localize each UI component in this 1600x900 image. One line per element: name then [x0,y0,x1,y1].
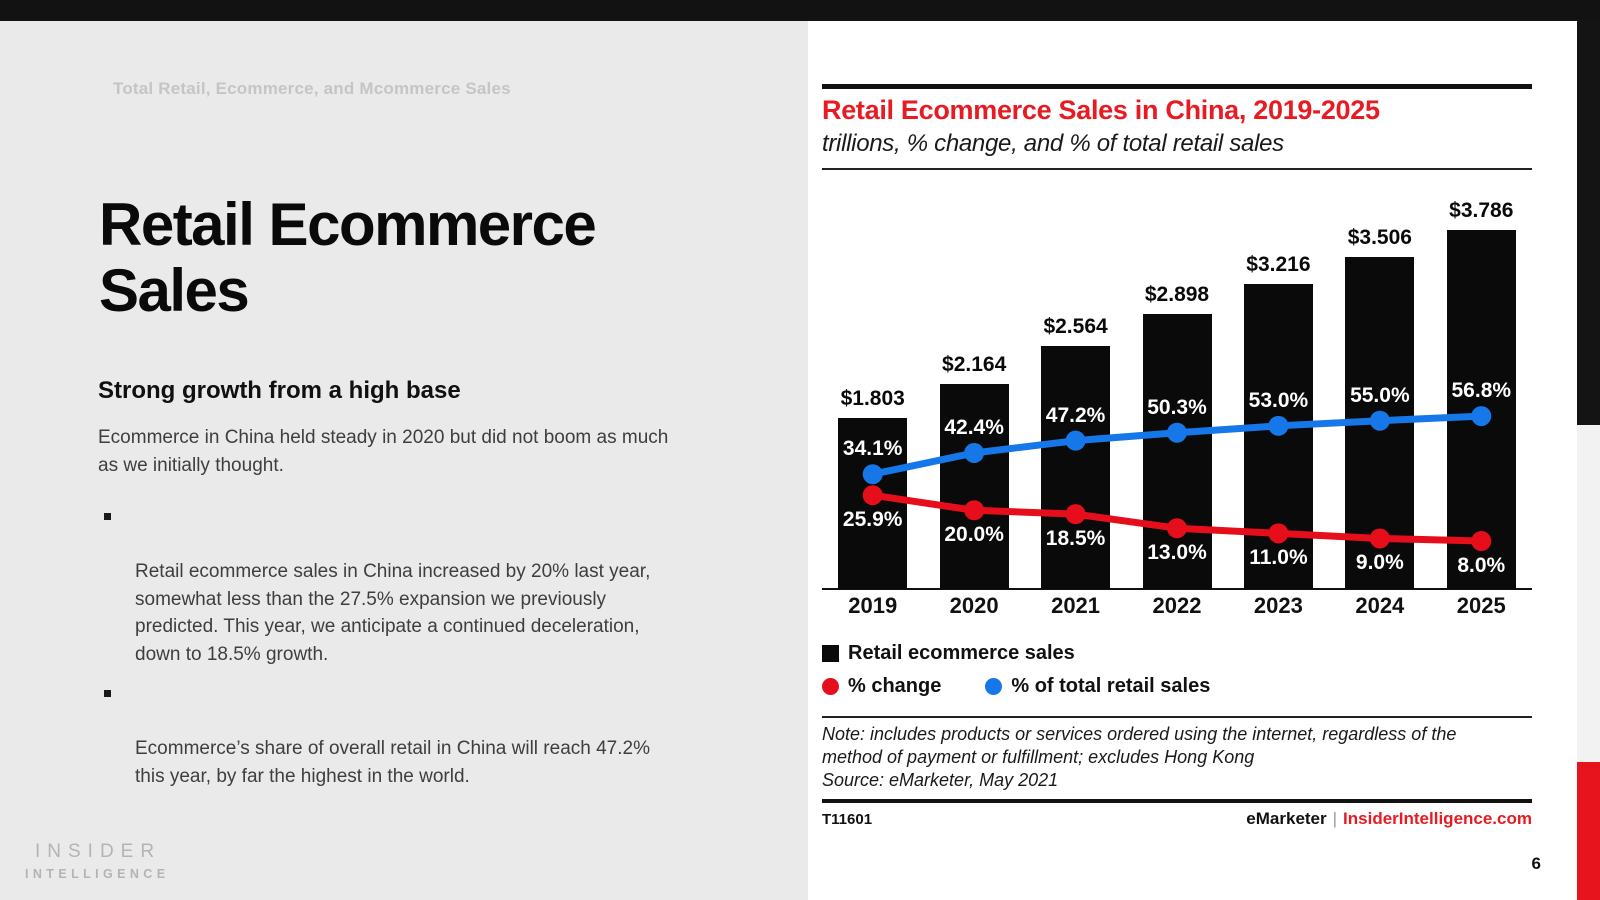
data-point [1065,504,1086,525]
bar-2020 [939,383,1009,589]
data-point [1167,422,1187,443]
blue-dot-icon [985,677,1003,695]
legend-label: % of total retail sales [1011,674,1211,697]
data-point [1065,430,1086,451]
bullet-text: Ecommerce’s share of overall retail in C… [135,738,650,787]
legend-item-pct-change: % change [822,675,941,698]
data-point [964,500,985,521]
bar-value-2020: $2.164 [942,352,1007,376]
pct-label-2022: 50.3% [1147,395,1207,419]
legend-item-bar: Retail ecommerce sales [822,642,1075,665]
chart-source: Source: eMarketer, May 2021 [822,770,1059,790]
bullet-square-icon [104,513,111,520]
pct-label-2019: 25.9% [842,508,903,532]
chart-id: T11601 [822,811,873,828]
bar-2022 [1142,314,1212,589]
pct-label-2020: 42.4% [944,415,1004,439]
legend-row: % change % of total retail sales [822,674,1532,698]
data-point [862,464,883,485]
chart-panel: Retail Ecommerce Sales in China, 2019-20… [808,21,1577,900]
bullet-list: Retail ecommerce sales in China increase… [98,503,718,790]
list-item: Ecommerce’s share of overall retail in C… [98,680,718,790]
pct-label-2025: 56.8% [1451,379,1512,403]
pct-label-2022: 13.0% [1147,541,1207,565]
chart-title: Retail Ecommerce Sales in China, 2019-20… [822,95,1380,125]
footer-brands: eMarketer | InsiderIntelligence.com [1246,809,1532,829]
data-point [1268,523,1289,544]
right-strip-black [1577,0,1600,425]
bar-value-2025: $3.786 [1449,199,1514,222]
x-axis-label-2024: 2024 [1355,593,1405,618]
pct-label-2023: 11.0% [1249,546,1308,570]
logo-intelligence: INTELLIGENCE [25,867,170,881]
emarketer-wordmark: eMarketer [1246,809,1327,828]
data-point [1369,528,1390,549]
x-axis-label-2019: 2019 [848,593,898,618]
bullet-square-icon [104,690,111,697]
footer-rule [822,799,1532,803]
x-axis-label-2022: 2022 [1152,593,1202,618]
pct-label-2019: 34.1% [842,437,903,461]
chart-footer: T11601 eMarketer | InsiderIntelligence.com [822,809,1532,829]
line-series [862,406,1492,552]
left-text-column: Total Retail, Ecommerce, and Mcommerce S… [0,21,808,900]
x-axis-line [822,588,1532,590]
chart-plot-area: $1.803 $2.164 $2.564 $2.898 $3.216 $3.506 $3.7… [822,199,1532,590]
legend-row: Retail ecommerce sales [822,641,1532,665]
section-kicker: Total Retail, Ecommerce, and Mcommerce S… [113,79,511,98]
x-axis-label-2023: 2023 [1253,593,1303,618]
right-edge-strip [1577,0,1600,900]
slide-title: Retail Ecommerce Sales [99,191,597,324]
pct-label-2023: 53.0% [1248,388,1309,412]
bar-2021 [1041,345,1111,589]
red-dot-icon [822,677,839,695]
data-point [1471,531,1492,552]
chart-subtitle: trillions, % change, and % of total reta… [822,130,1284,157]
bar-value-2024: $3.506 [1347,225,1412,249]
list-item: Retail ecommerce sales in China increase… [98,503,718,668]
title-top-rule [822,84,1532,89]
legend-label: % change [848,674,942,697]
pct-label-2024: 55.0% [1350,383,1410,407]
pct-label-2020: 20.0% [944,523,1004,547]
legend-label: Retail ecommerce sales [848,641,1075,664]
bar-value-2021: $2.564 [1043,314,1108,338]
footer-divider: | [1332,809,1338,828]
chart-legend: Retail ecommerce sales % change % of tot… [822,641,1532,698]
data-point [964,442,985,463]
pct-label-2021: 18.5% [1045,527,1106,551]
top-black-bar [0,0,1600,21]
x-axis-label-2020: 2020 [949,593,999,618]
bar-swatch-icon [822,644,839,662]
data-point [1167,518,1187,539]
data-point [1369,410,1390,431]
slide-subheading: Strong growth from a high base [98,377,461,404]
bar-value-2023: $3.216 [1246,253,1311,277]
chart-note: Note: includes products or services orde… [822,724,1457,767]
legend-item-pct-of-retail: % of total retail sales [985,675,1210,698]
title-bottom-rule [822,168,1532,170]
data-point [862,485,883,506]
bar-value-2019: $1.803 [840,387,905,411]
insider-intelligence-logo: INSIDER INTELLIGENCE [25,841,169,881]
pct-label-2021: 47.2% [1045,403,1106,427]
insiderintelligence-link: InsiderIntelligence.com [1343,809,1532,828]
data-point [1471,406,1492,427]
x-axis-label-2021: 2021 [1051,593,1101,618]
bar-value-2022: $2.898 [1144,283,1210,307]
right-strip-gray [1577,425,1600,762]
x-axis-labels: 2019 2020 2021 2022 2023 2024 2025 [822,593,1532,619]
x-axis-label-2025: 2025 [1456,593,1506,618]
pct-label-2024: 9.0% [1355,551,1404,575]
page-number: 6 [1531,854,1541,873]
pct-label-2025: 8.0% [1457,554,1506,578]
logo-insider: INSIDER [35,841,162,862]
right-strip-red [1577,762,1600,900]
intro-paragraph: Ecommerce in China held steady in 2020 b… [98,427,669,476]
bullet-text: Retail ecommerce sales in China increase… [135,561,651,665]
data-point [1268,415,1289,436]
note-rule [822,716,1532,718]
